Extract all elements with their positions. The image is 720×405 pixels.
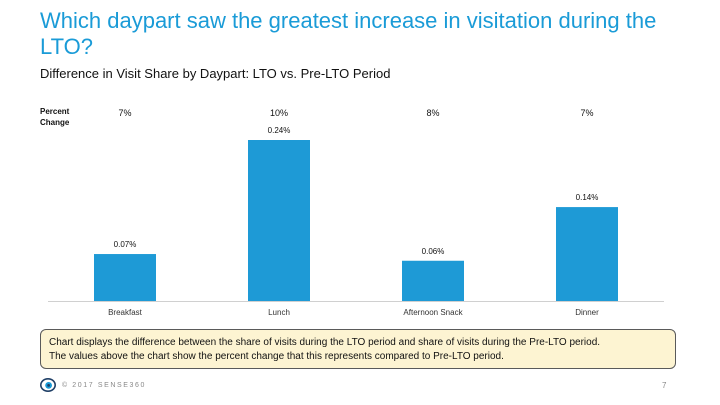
percent-change-label-line2: Change [40, 118, 70, 127]
bar-dinner [556, 207, 618, 301]
percent-change-value: 10% [270, 108, 288, 118]
bar-value-label: 0.14% [576, 193, 599, 202]
category-tick-label: Dinner [575, 308, 599, 317]
bar-afternoon-snack [402, 260, 464, 301]
slide-title: Which daypart saw the greatest increase … [40, 8, 657, 59]
bar-breakfast [94, 254, 156, 301]
percent-change-value: 8% [426, 108, 439, 118]
chart-explanation-note: Chart displays the difference between th… [40, 329, 676, 369]
percent-change-label-line1: Percent [40, 107, 70, 116]
note-line-2: The values above the chart show the perc… [49, 351, 504, 362]
page-number: 7 [662, 381, 667, 390]
bar-chart: 7% 0.07% Breakfast 10% 0.24% Lunch 8% 0.06% Afte… [48, 108, 664, 317]
percent-change-value: 7% [118, 108, 131, 118]
percent-change-value: 7% [580, 108, 593, 118]
bar-value-label: 0.24% [268, 126, 291, 135]
copyright-text: © 2017 SENSE360 [62, 381, 147, 389]
chart-subtitle: Difference in Visit Share by Daypart: LT… [40, 66, 391, 81]
bar-value-label: 0.06% [422, 247, 445, 256]
bar-value-label: 0.07% [114, 240, 137, 249]
bar-lunch [248, 140, 310, 301]
sense360-eye-icon [40, 378, 56, 392]
note-line-1: Chart displays the difference between th… [49, 337, 601, 348]
category-tick-label: Breakfast [108, 308, 143, 317]
percent-change-label: Percent Change [40, 106, 69, 128]
category-tick-label: Lunch [268, 308, 290, 317]
category-tick-label: Afternoon Snack [403, 308, 463, 317]
footer: © 2017 SENSE360 [40, 377, 146, 393]
